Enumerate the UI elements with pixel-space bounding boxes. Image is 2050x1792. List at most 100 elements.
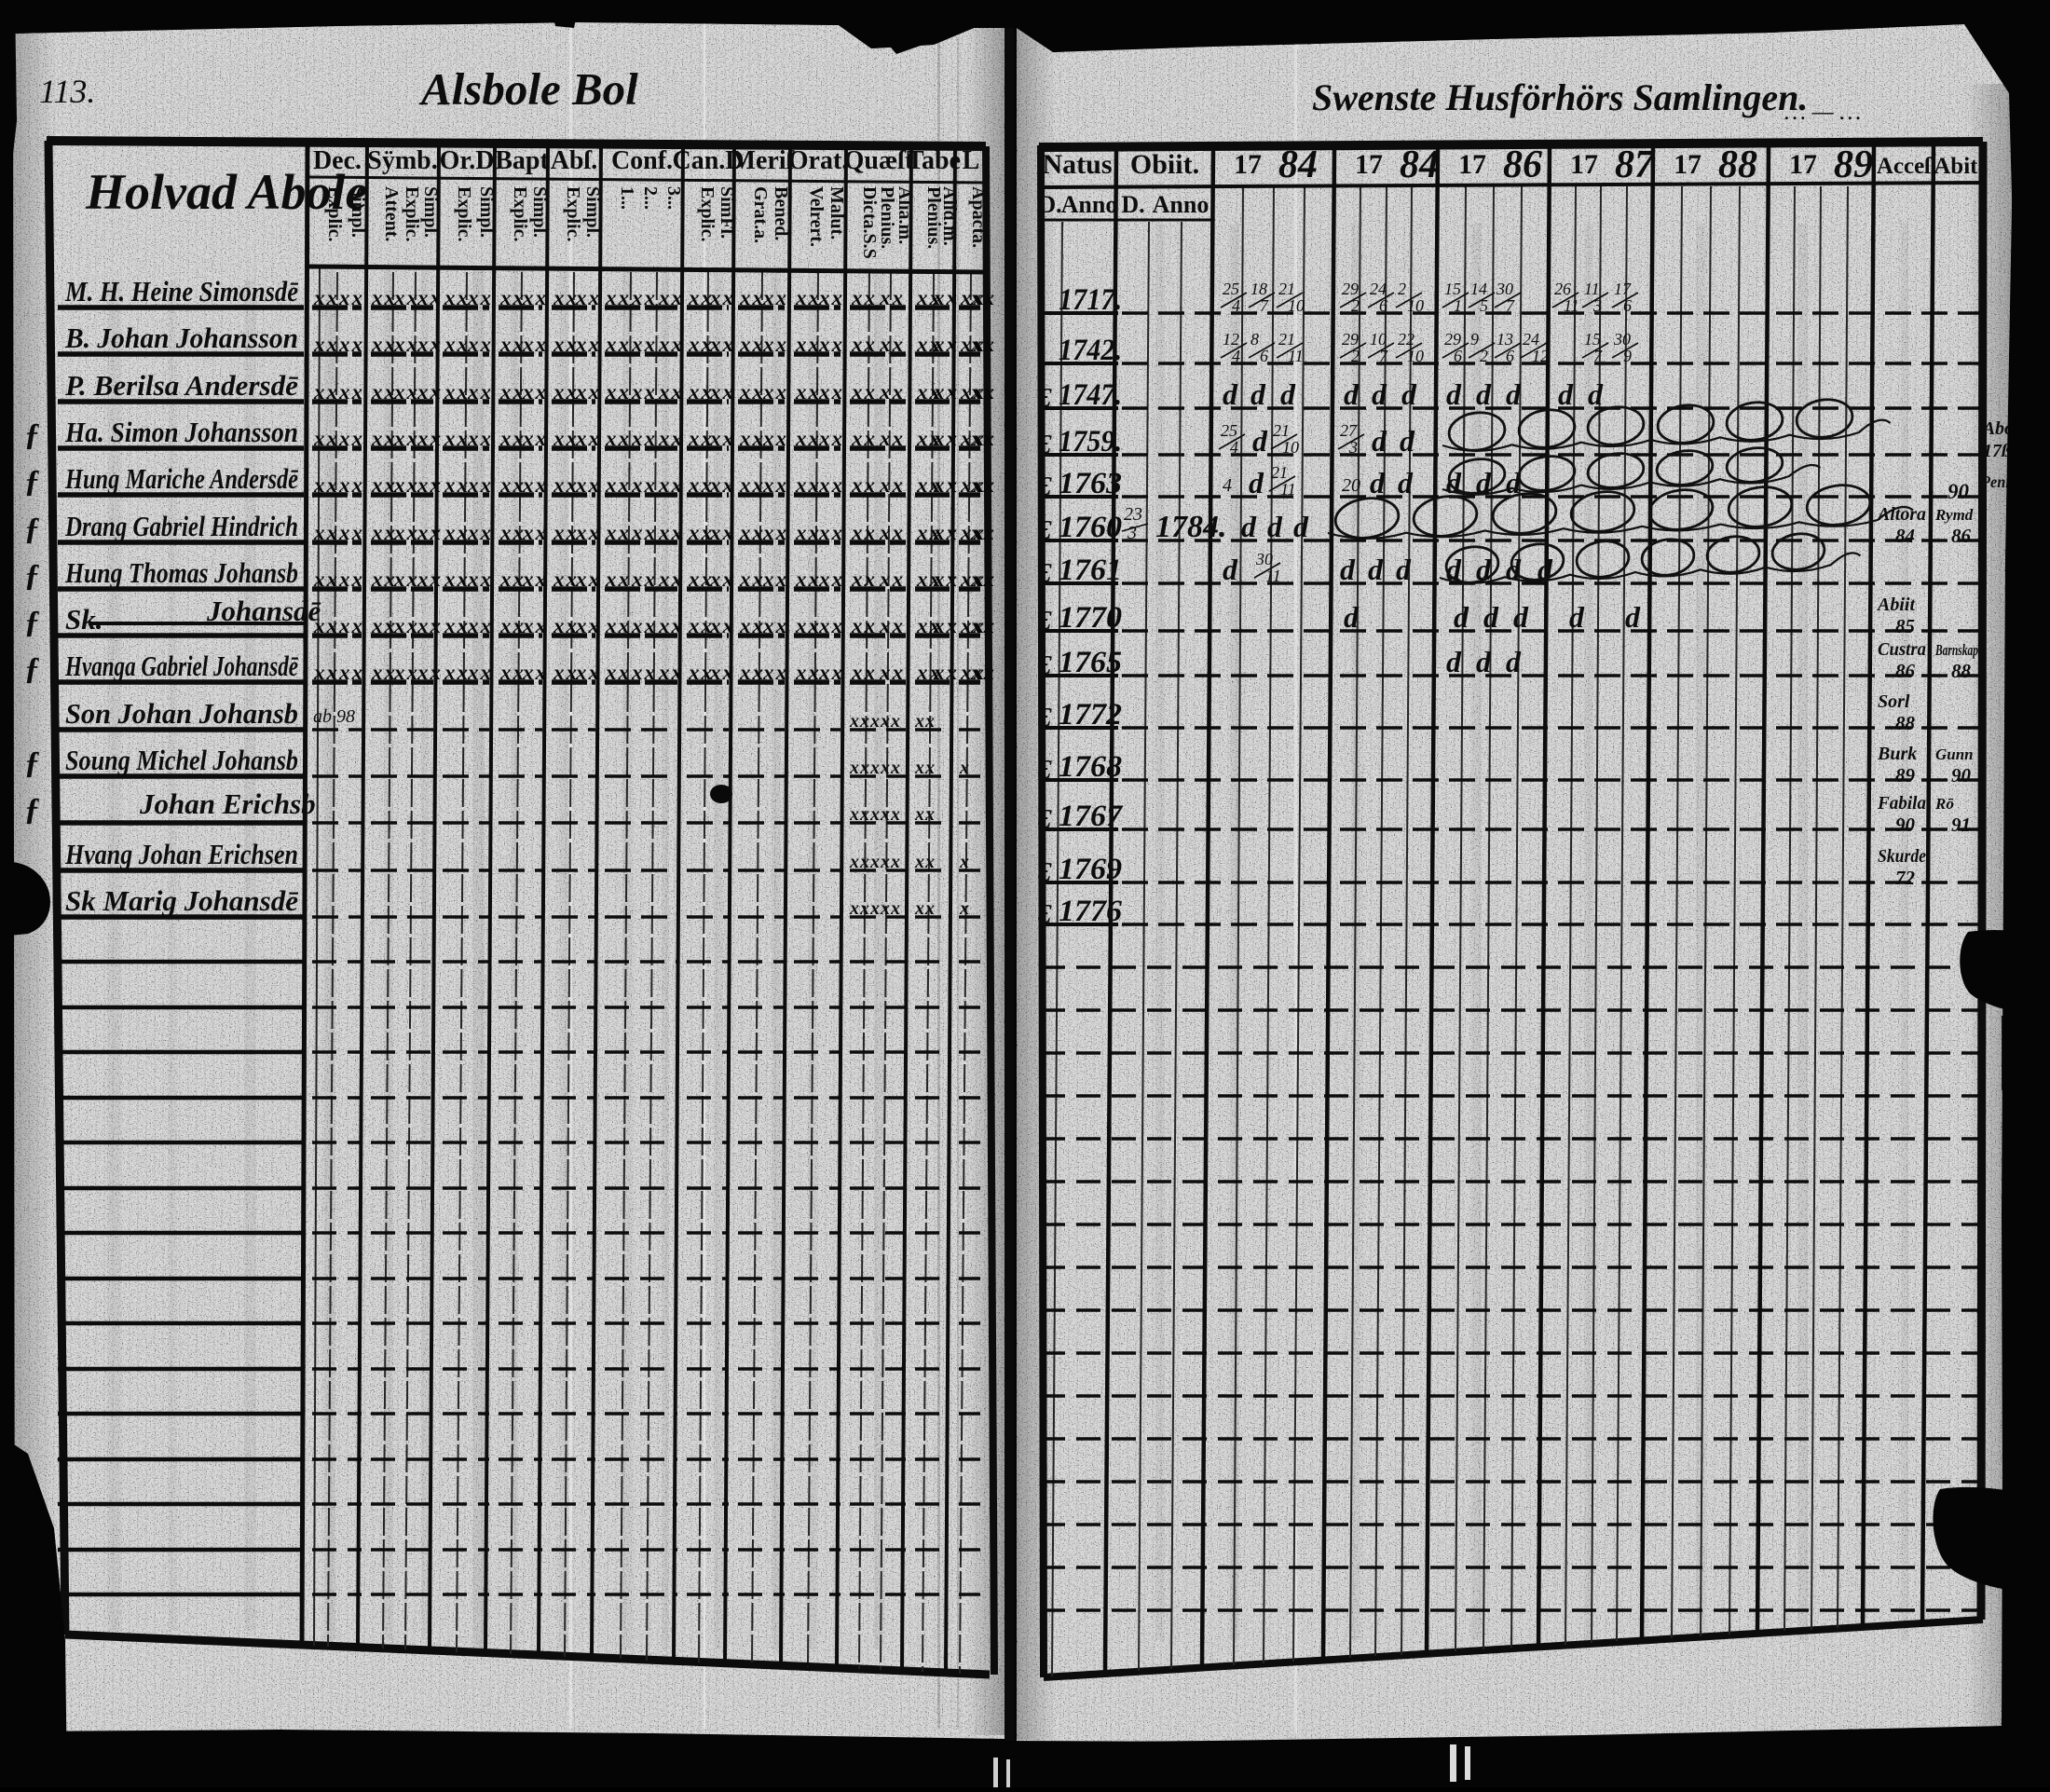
svg-text:21: 21 — [1278, 330, 1295, 349]
svg-text:xx: xx — [371, 286, 397, 309]
svg-text:xx: xx — [605, 614, 631, 637]
svg-text:xx: xx — [338, 614, 364, 637]
svg-text:xx: xx — [499, 568, 526, 591]
svg-text:90: 90 — [1895, 814, 1916, 836]
svg-text:Simpl.: Simpl. — [529, 186, 550, 238]
svg-text:Plenius.: Plenius. — [877, 186, 897, 249]
svg-text:xx: xx — [851, 427, 877, 450]
svg-text:xx: xx — [851, 380, 877, 404]
svg-text:26: 26 — [1554, 280, 1571, 298]
svg-text:xx: xx — [371, 614, 397, 637]
svg-text:xx: xx — [818, 614, 844, 637]
svg-text:Johansdē: Johansdē — [206, 595, 321, 627]
svg-text:xx: xx — [916, 333, 942, 356]
svg-text:d: d — [1252, 424, 1268, 458]
svg-text:xx: xx — [658, 661, 684, 684]
svg-text:88: 88 — [1895, 712, 1916, 734]
svg-text:xx: xx — [467, 614, 493, 637]
svg-text:xx: xx — [393, 286, 419, 309]
svg-text:29: 29 — [1342, 280, 1359, 298]
svg-text:11: 11 — [1288, 347, 1304, 365]
svg-text:xx: xx — [739, 473, 765, 497]
svg-text:xx: xx — [795, 568, 821, 591]
svg-text:Can.D: Can.D — [672, 146, 744, 175]
svg-text:xx: xx — [313, 614, 339, 637]
svg-text:xx: xx — [762, 380, 788, 404]
svg-text:xx: xx — [313, 427, 339, 450]
svg-text:xx: xx — [393, 380, 419, 404]
svg-text:d: d — [1400, 424, 1415, 458]
svg-text:9: 9 — [1623, 347, 1632, 365]
svg-text:1767: 1767 — [1059, 800, 1124, 833]
svg-text:2...: 2... — [640, 186, 661, 210]
svg-text:30: 30 — [1496, 280, 1513, 298]
svg-text:Rymd: Rymd — [1934, 506, 1974, 524]
svg-text:Custra: Custra — [1878, 639, 1926, 660]
svg-text:xx: xx — [762, 427, 788, 450]
svg-text:1763: 1763 — [1059, 467, 1122, 500]
svg-text:d: d — [1340, 553, 1356, 586]
svg-text:xx: xx — [688, 286, 714, 309]
svg-text:1776: 1776 — [1059, 895, 1123, 928]
svg-text:xx: xx — [960, 568, 986, 591]
svg-text:9: 9 — [1470, 330, 1479, 349]
svg-text:xx: xx — [575, 286, 601, 309]
svg-text:d: d — [1293, 510, 1309, 543]
svg-text:xx: xx — [371, 427, 397, 450]
svg-text:91: 91 — [1951, 814, 1971, 836]
svg-text:1717.: 1717. — [1059, 283, 1122, 317]
svg-text:d: d — [1569, 600, 1585, 634]
svg-text:Explic.: Explic. — [402, 186, 422, 241]
svg-text:xx: xx — [338, 427, 364, 450]
svg-text:7: 7 — [1593, 347, 1603, 365]
svg-text:xx: xx — [709, 473, 735, 497]
svg-text:d: d — [1250, 377, 1266, 411]
svg-text:xx: xx — [739, 380, 765, 404]
svg-text:d: d — [1241, 510, 1257, 543]
svg-text:29: 29 — [1342, 330, 1359, 349]
svg-text:21: 21 — [1271, 463, 1288, 482]
svg-text:86: 86 — [1951, 525, 1972, 547]
svg-text:17: 17 — [1614, 280, 1632, 298]
svg-text:10: 10 — [1370, 330, 1387, 349]
svg-text:84: 84 — [1400, 144, 1439, 186]
svg-text:xx: xx — [605, 286, 631, 309]
svg-text:Explic.: Explic. — [324, 186, 345, 241]
svg-text:xx: xx — [851, 661, 877, 684]
svg-text:x: x — [959, 852, 969, 872]
svg-text:10: 10 — [1407, 296, 1424, 315]
svg-text:xx: xx — [851, 333, 877, 356]
svg-text:Johan Erichsb: Johan Erichsb — [139, 787, 316, 820]
svg-text:Explic.: Explic. — [563, 186, 583, 241]
svg-text:xx: xx — [739, 521, 765, 544]
svg-text:xx: xx — [499, 473, 526, 497]
svg-text:xx: xx — [371, 568, 397, 591]
svg-text:xx: xx — [970, 380, 996, 404]
svg-text:xx: xx — [914, 758, 936, 778]
svg-text:d: d — [1372, 377, 1387, 411]
svg-text:21: 21 — [1273, 421, 1290, 440]
svg-text:xx: xx — [605, 427, 631, 450]
svg-text:xx: xx — [795, 427, 821, 450]
svg-text:Rō: Rō — [1934, 795, 1954, 813]
svg-text:xx: xx — [658, 614, 684, 637]
svg-text:xx: xx — [762, 333, 788, 356]
svg-text:x: x — [959, 758, 969, 778]
svg-text:xx: xx — [916, 473, 942, 497]
svg-text:Ɛ: Ɛ — [1038, 756, 1052, 785]
svg-text:xx: xx — [393, 333, 419, 356]
svg-text:xx: xx — [522, 380, 548, 404]
svg-text:Simpl.: Simpl. — [348, 186, 368, 238]
svg-text:xx: xx — [960, 286, 986, 309]
svg-text:Sk Marig Johansdē: Sk Marig Johansdē — [65, 884, 298, 917]
svg-text:xx: xx — [338, 568, 364, 591]
svg-text:xx: xx — [739, 661, 765, 684]
svg-text:M. H. Heine Simonsdē: M. H. Heine Simonsdē — [64, 275, 298, 308]
svg-text:xx: xx — [467, 380, 493, 404]
svg-text:xx: xx — [879, 521, 905, 544]
svg-text:xx: xx — [522, 427, 548, 450]
svg-text:xx: xx — [444, 521, 470, 544]
svg-text:xxxxx: xxxxx — [849, 804, 901, 825]
svg-text:xx: xx — [970, 473, 996, 497]
svg-text:Hung Thomas Johansb: Hung Thomas Johansb — [64, 556, 298, 589]
